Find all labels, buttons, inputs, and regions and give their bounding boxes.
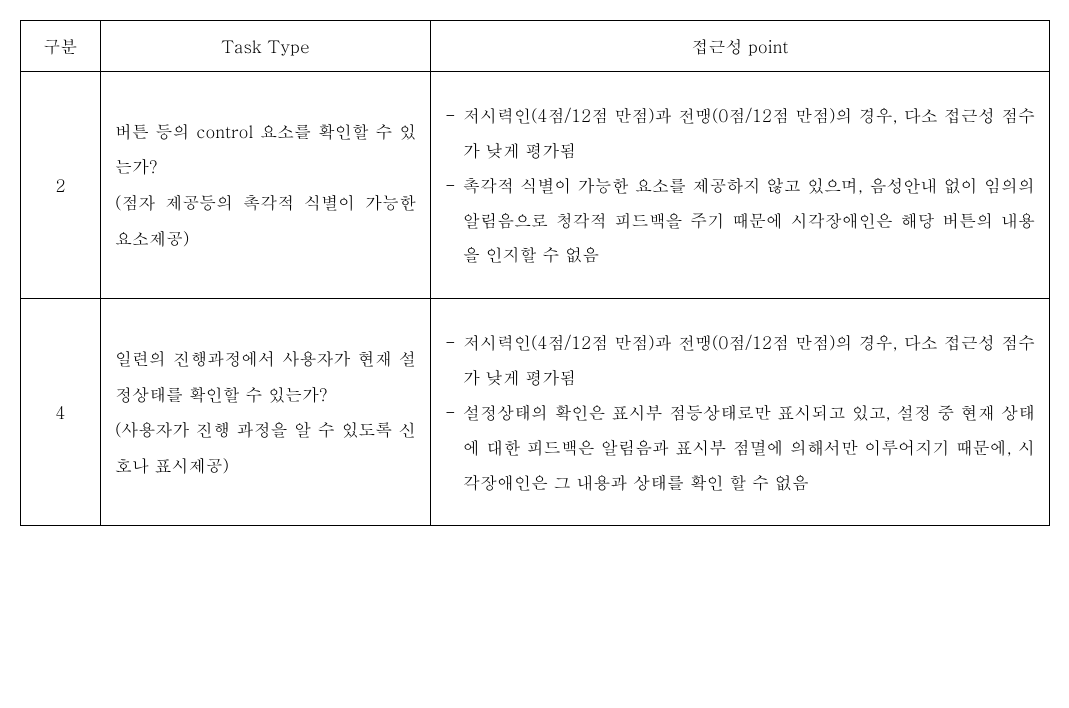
point-item: 촉각적 식별이 가능한 요소를 제공하지 않고 있으며, 음성안내 없이 임의의… [445, 168, 1035, 273]
point-item: 저시력인(4점/12점 만점)과 전맹(0점/12점 만점)의 경우, 다소 접… [445, 98, 1035, 168]
cell-point: 저시력인(4점/12점 만점)과 전맹(0점/12점 만점)의 경우, 다소 접… [431, 299, 1050, 526]
task-main: 버튼 등의 control 요소를 확인할 수 있는가? [115, 114, 416, 185]
col-header-point: 접근성 point [431, 21, 1050, 72]
point-item: 저시력인(4점/12점 만점)과 전맹(0점/12점 만점)의 경우, 다소 접… [445, 325, 1035, 395]
point-item: 설정상태의 확인은 표시부 점등상태로만 표시되고 있고, 설정 중 현재 상태… [445, 395, 1035, 500]
cell-task: 일련의 진행과정에서 사용자가 현재 설정상태를 확인할 수 있는가? (사용자… [101, 299, 431, 526]
cell-point: 저시력인(4점/12점 만점)과 전맹(0점/12점 만점)의 경우, 다소 접… [431, 72, 1050, 299]
cell-task: 버튼 등의 control 요소를 확인할 수 있는가? (점자 제공등의 촉각… [101, 72, 431, 299]
cell-num: 4 [21, 299, 101, 526]
table-header-row: 구분 Task Type 접근성 point [21, 21, 1050, 72]
table-row: 4 일련의 진행과정에서 사용자가 현재 설정상태를 확인할 수 있는가? (사… [21, 299, 1050, 526]
table-row: 2 버튼 등의 control 요소를 확인할 수 있는가? (점자 제공등의 … [21, 72, 1050, 299]
cell-num: 2 [21, 72, 101, 299]
task-sub: (사용자가 진행 과정을 알 수 있도록 신호나 표시제공) [115, 412, 416, 483]
task-main: 일련의 진행과정에서 사용자가 현재 설정상태를 확인할 수 있는가? [115, 341, 416, 412]
point-list: 저시력인(4점/12점 만점)과 전맹(0점/12점 만점)의 경우, 다소 접… [445, 98, 1035, 272]
col-header-task: Task Type [101, 21, 431, 72]
accessibility-table: 구분 Task Type 접근성 point 2 버튼 등의 control 요… [20, 20, 1050, 526]
point-list: 저시력인(4점/12점 만점)과 전맹(0점/12점 만점)의 경우, 다소 접… [445, 325, 1035, 499]
col-header-num: 구분 [21, 21, 101, 72]
task-sub: (점자 제공등의 촉각적 식별이 가능한 요소제공) [115, 185, 416, 256]
